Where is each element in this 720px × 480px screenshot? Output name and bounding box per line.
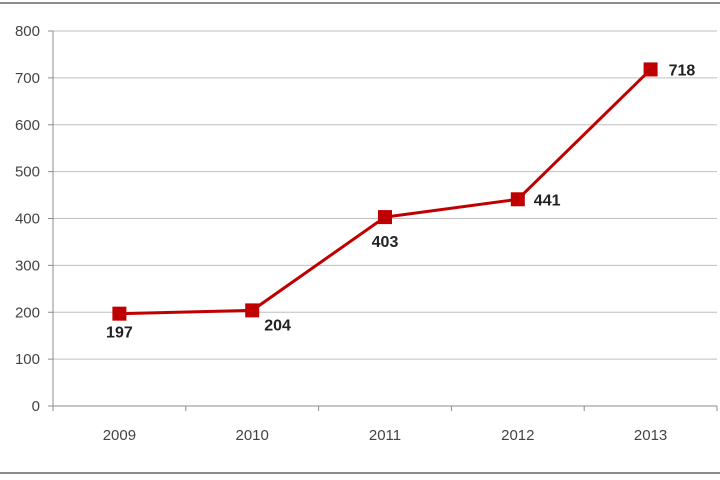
x-tick-label: 2012: [501, 427, 534, 444]
y-tick-label: 0: [32, 398, 40, 415]
y-tick-label: 600: [15, 117, 40, 134]
data-point-marker: [245, 303, 260, 318]
data-point-marker: [112, 306, 127, 321]
data-point-marker: [378, 210, 392, 225]
y-tick-label: 500: [15, 164, 40, 181]
y-tick-label: 300: [15, 257, 40, 274]
x-tick-label: 2011: [369, 427, 401, 444]
y-tick-label: 400: [15, 211, 40, 228]
x-tick-label: 2009: [103, 427, 136, 444]
series-line: [119, 68, 652, 316]
series-group: [112, 62, 658, 321]
data-label: 204: [264, 317, 291, 334]
gridlines: [53, 30, 717, 360]
y-tick-label: 800: [15, 23, 40, 40]
x-tick-label: 2010: [236, 427, 269, 444]
data-label: 718: [669, 62, 696, 79]
y-tick-label: 100: [15, 351, 40, 368]
data-label: 441: [534, 192, 561, 209]
data-point-marker: [510, 192, 525, 207]
data-point-marker: [643, 62, 658, 77]
x-axis-ticks: 2009 2010 2011 2012 2013: [103, 427, 668, 444]
data-labels: 197 204 403 441 718: [106, 62, 695, 341]
data-label: 197: [106, 325, 133, 342]
x-tick-label: 2013: [634, 427, 667, 444]
y-tick-label: 200: [15, 304, 40, 321]
y-tick-label: 700: [15, 70, 40, 87]
axes: [48, 30, 718, 411]
y-axis-ticks: 0 100 200 300 400 500 600 700 800: [15, 23, 40, 415]
data-label: 403: [372, 234, 399, 251]
